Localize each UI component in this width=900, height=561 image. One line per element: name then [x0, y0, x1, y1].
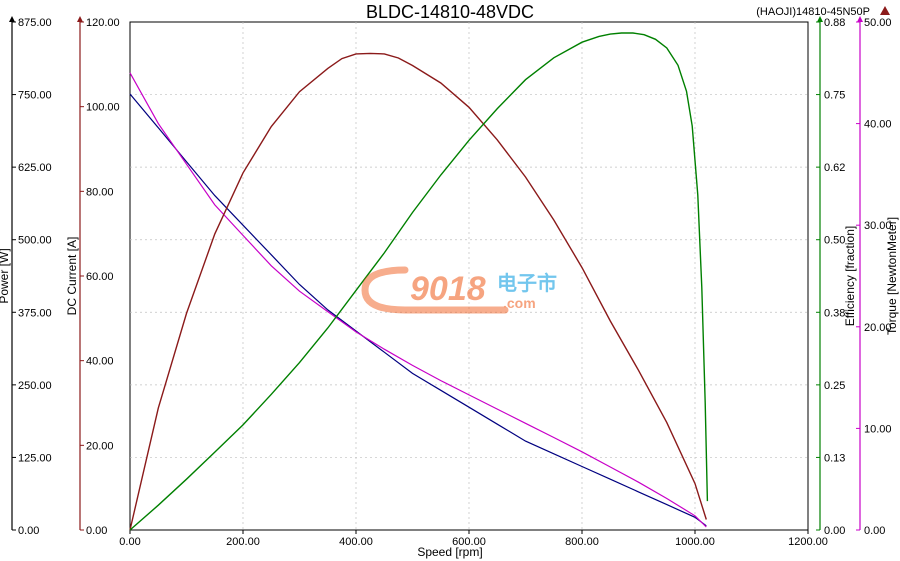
ytick-label-current: 40.00 — [86, 356, 114, 368]
ytick-label-power: 250.00 — [18, 380, 52, 392]
axis-label-current: DC Current [A] — [65, 237, 79, 316]
ytick-label-current: 80.00 — [86, 186, 114, 198]
ytick-label-torque: 0.00 — [864, 525, 885, 537]
plot-svg: 0.00200.00400.00600.00800.001000.001200.… — [0, 0, 900, 561]
ytick-label-current: 20.00 — [86, 440, 114, 452]
ytick-label-efficiency: 0.00 — [824, 525, 845, 537]
ytick-label-power: 375.00 — [18, 307, 52, 319]
ytick-label-power: 875.00 — [18, 17, 52, 29]
ytick-label-power: 125.00 — [18, 452, 52, 464]
axis-arrow-efficiency — [817, 16, 823, 22]
ytick-label-efficiency: 0.88 — [824, 17, 845, 29]
ytick-label-torque: 10.00 — [864, 423, 892, 435]
ytick-label-torque: 40.00 — [864, 119, 892, 131]
ytick-label-power: 625.00 — [18, 162, 52, 174]
ytick-label-current: 100.00 — [86, 102, 120, 114]
ytick-label-torque: 50.00 — [864, 17, 892, 29]
ytick-label-current: 0.00 — [86, 525, 107, 537]
ytick-label-power: 0.00 — [18, 525, 39, 537]
chart-container: BLDC-14810-48VDC (HAOJI)14810-45N50P 0.0… — [0, 0, 900, 561]
axis-label-power: Power [W] — [0, 248, 11, 303]
axis-arrow-current — [77, 16, 83, 22]
ytick-label-efficiency: 0.75 — [824, 90, 845, 102]
axis-arrow-torque — [857, 16, 863, 22]
ytick-label-current: 120.00 — [86, 17, 120, 29]
axis-label-efficiency: Efficiency [fraction] — [843, 226, 857, 327]
axis-label-torque: Torque [NewtonMeter] — [885, 217, 899, 335]
ytick-label-efficiency: 0.62 — [824, 162, 845, 174]
ytick-label-power: 750.00 — [18, 90, 52, 102]
ytick-label-efficiency: 0.13 — [824, 452, 845, 464]
ytick-label-current: 60.00 — [86, 271, 114, 283]
ytick-label-efficiency: 0.25 — [824, 380, 845, 392]
axis-arrow-power — [9, 16, 15, 22]
x-axis-label: Speed [rpm] — [0, 545, 900, 559]
ytick-label-power: 500.00 — [18, 235, 52, 247]
